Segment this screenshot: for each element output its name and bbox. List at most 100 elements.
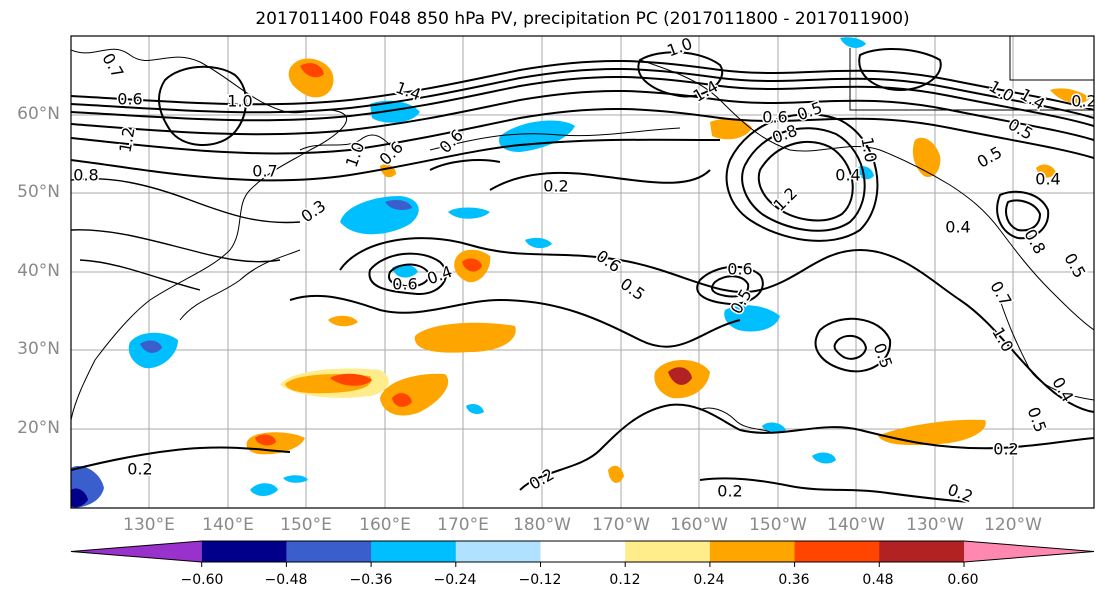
pv-contour <box>71 446 291 471</box>
contour-label: 0.4 <box>945 218 970 237</box>
lon-label-120w: 120°W <box>984 515 1042 535</box>
precip-region <box>250 483 278 496</box>
contour-label: 0.4 <box>835 166 860 185</box>
pv-contour <box>71 178 301 224</box>
precip-region <box>283 475 308 483</box>
lon-label-140w: 140°W <box>827 515 885 535</box>
pv-contour <box>71 229 281 263</box>
lat-label-20n: 20°N <box>17 418 60 438</box>
pv-contour <box>71 138 721 182</box>
pv-contour <box>741 127 866 232</box>
precip-region <box>1050 88 1090 104</box>
contour-label: 0.3 <box>298 196 330 226</box>
colorbar-tick-label: −0.24 <box>433 572 477 588</box>
colorbar-segment <box>71 541 202 562</box>
contour-label: 0.2 <box>993 440 1018 459</box>
coastline-asia <box>71 48 348 421</box>
lon-label-170e: 170°E <box>437 515 489 535</box>
pv-contour <box>833 334 868 360</box>
lon-label-130w: 130°W <box>906 515 964 535</box>
coastline-kamchatka <box>299 134 396 151</box>
lat-label-50n: 50°N <box>17 182 60 202</box>
contour-label: 0.6 <box>392 275 417 294</box>
colorbar-tick-label: 0.24 <box>693 572 725 588</box>
lon-label-160e: 160°E <box>359 515 411 535</box>
contour-label: 0.6 <box>117 90 142 109</box>
pv-contour <box>289 294 741 348</box>
precip-region <box>812 452 836 464</box>
lon-label-130e: 130°E <box>123 515 175 535</box>
contour-label: 0.2 <box>127 460 152 479</box>
precip-region <box>608 465 624 483</box>
contour-label: 0.5 <box>1024 404 1051 434</box>
colorbar-tick-label: 0.48 <box>862 572 894 588</box>
precip-region <box>71 488 88 508</box>
pv-contours <box>71 47 1094 503</box>
colorbar <box>70 540 1095 567</box>
precip-region <box>448 207 490 219</box>
colorbar-tick-label: −0.12 <box>518 572 562 588</box>
lon-label-180w: 180°W <box>513 515 571 535</box>
contour-label: 0.4 <box>1035 170 1060 189</box>
colorbar-segment <box>455 541 542 562</box>
contour-label: 1.2 <box>115 126 138 154</box>
contour-label: 0.2 <box>543 177 568 196</box>
contour-label: 1.0 <box>664 34 694 61</box>
precip-region <box>762 422 786 434</box>
precip-region <box>878 419 986 446</box>
colorbar-segment <box>879 541 965 562</box>
lat-label-40n: 40°N <box>17 261 60 281</box>
contour-label: 0.2 <box>526 465 558 494</box>
contour-label: 0.4 <box>424 262 454 289</box>
pv-contour <box>429 159 501 171</box>
pv-contour <box>71 59 1094 111</box>
lon-label-160w: 160°W <box>670 515 728 535</box>
border-yukon <box>1009 36 1094 81</box>
precipitation-shading <box>71 37 1090 508</box>
coastlines <box>71 36 1094 433</box>
lon-label-150e: 150°E <box>280 515 332 535</box>
precip-region <box>328 315 358 327</box>
precip-region <box>1036 164 1056 178</box>
lat-label-60n: 60°N <box>17 104 60 124</box>
precip-region <box>392 264 418 278</box>
contour-label: 0.4 <box>1048 374 1077 406</box>
pv-contour <box>71 67 1094 119</box>
pv-contour <box>711 275 750 298</box>
contour-label: 0.5 <box>974 143 1006 172</box>
pv-contour <box>757 140 854 222</box>
contour-label: 1.0 <box>857 136 880 164</box>
pv-contour <box>725 113 879 242</box>
colorbar-segment <box>540 541 626 562</box>
contour-label: 1.0 <box>342 139 369 169</box>
precip-region <box>499 120 575 152</box>
colorbar-segment <box>964 541 1094 562</box>
precip-region <box>380 373 449 416</box>
precip-region <box>668 367 692 385</box>
contour-label: 1.4 <box>690 77 722 106</box>
coastline-aleutians <box>429 127 681 151</box>
precip-region <box>385 200 412 210</box>
contour-label: 0.7 <box>986 278 1015 310</box>
pv-contour <box>996 190 1050 240</box>
precip-region <box>724 305 780 332</box>
pv-contour <box>158 65 248 147</box>
precip-region <box>340 196 419 235</box>
pv-contour <box>368 252 447 296</box>
precip-region <box>856 166 874 180</box>
pv-contour <box>489 169 711 191</box>
pv-contour <box>699 477 971 503</box>
precip-region <box>392 393 412 407</box>
colorbar-tick-label: −0.36 <box>349 572 393 588</box>
coastline-japan <box>179 249 301 321</box>
contour-label: 0.8 <box>73 166 98 185</box>
map-frame <box>70 35 1095 509</box>
pv-contour <box>858 47 942 92</box>
lon-label-140e: 140°E <box>202 515 254 535</box>
contour-label: 0.7 <box>252 162 277 181</box>
precip-region <box>300 63 324 78</box>
contour-label: 0.6 <box>762 108 787 127</box>
pv-contour <box>71 89 1094 141</box>
precip-region <box>330 373 372 386</box>
